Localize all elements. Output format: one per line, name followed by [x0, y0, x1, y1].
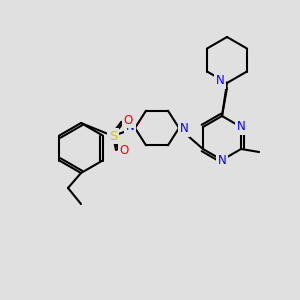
Text: O: O: [123, 113, 133, 127]
Text: N: N: [216, 74, 224, 88]
Text: N: N: [180, 122, 188, 136]
Text: O: O: [119, 145, 129, 158]
Text: N: N: [218, 154, 226, 166]
Text: N: N: [237, 121, 245, 134]
Text: S: S: [109, 130, 117, 142]
Text: N: N: [126, 121, 134, 134]
